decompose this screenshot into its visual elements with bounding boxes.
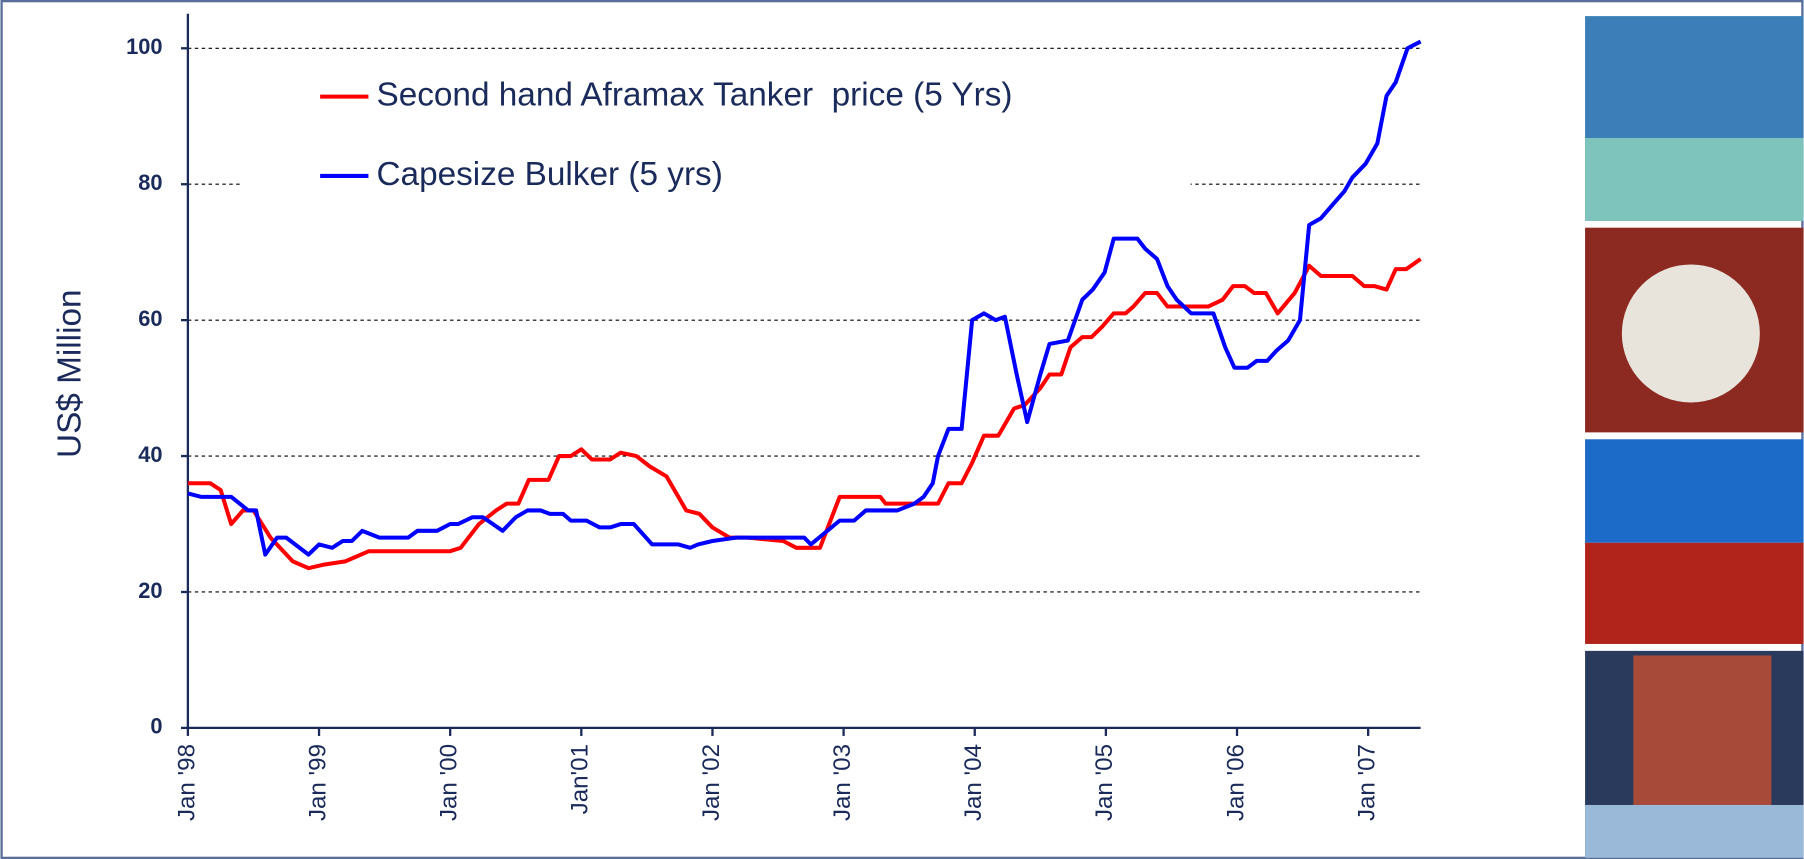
data-line bbox=[187, 39, 1422, 557]
x-tick-label: Jan '04 bbox=[960, 744, 987, 821]
legend-label: Second hand Aframax Tanker price (5 Yrs) bbox=[376, 76, 1012, 113]
y-tick-label: 40 bbox=[138, 442, 162, 467]
photo bbox=[1633, 655, 1772, 805]
photo bbox=[1585, 542, 1804, 644]
y-tick-label: 20 bbox=[138, 578, 162, 603]
photo bbox=[1621, 264, 1760, 403]
photo bbox=[1585, 804, 1804, 858]
photo bbox=[1585, 439, 1804, 543]
x-tick-label: Jan '99 bbox=[304, 744, 331, 821]
data-line bbox=[187, 257, 1422, 571]
x-tick-label: Jan '06 bbox=[1222, 744, 1249, 821]
x-tick-label: Jan '02 bbox=[698, 744, 725, 821]
x-tick-label: Jan '00 bbox=[436, 744, 463, 821]
x-tick-label: Jan '05 bbox=[1091, 744, 1118, 821]
y-tick-label: 0 bbox=[150, 714, 162, 739]
x-tick-label: Jan '07 bbox=[1354, 744, 1381, 821]
y-tick-label: 80 bbox=[138, 170, 162, 195]
y-tick-label: 100 bbox=[126, 34, 162, 59]
legend-background bbox=[241, 68, 1191, 213]
y-tick-label: 60 bbox=[138, 306, 162, 331]
x-tick-label: Jan '03 bbox=[829, 744, 856, 821]
x-tick-label: Jan'01 bbox=[567, 744, 594, 814]
x-tick-label: Jan '98 bbox=[173, 744, 200, 821]
photo-strip bbox=[1585, 16, 1804, 858]
y-axis-title: US$ Million bbox=[52, 289, 89, 458]
photo bbox=[1585, 137, 1804, 221]
legend-label: Capesize Bulker (5 yrs) bbox=[376, 156, 722, 193]
